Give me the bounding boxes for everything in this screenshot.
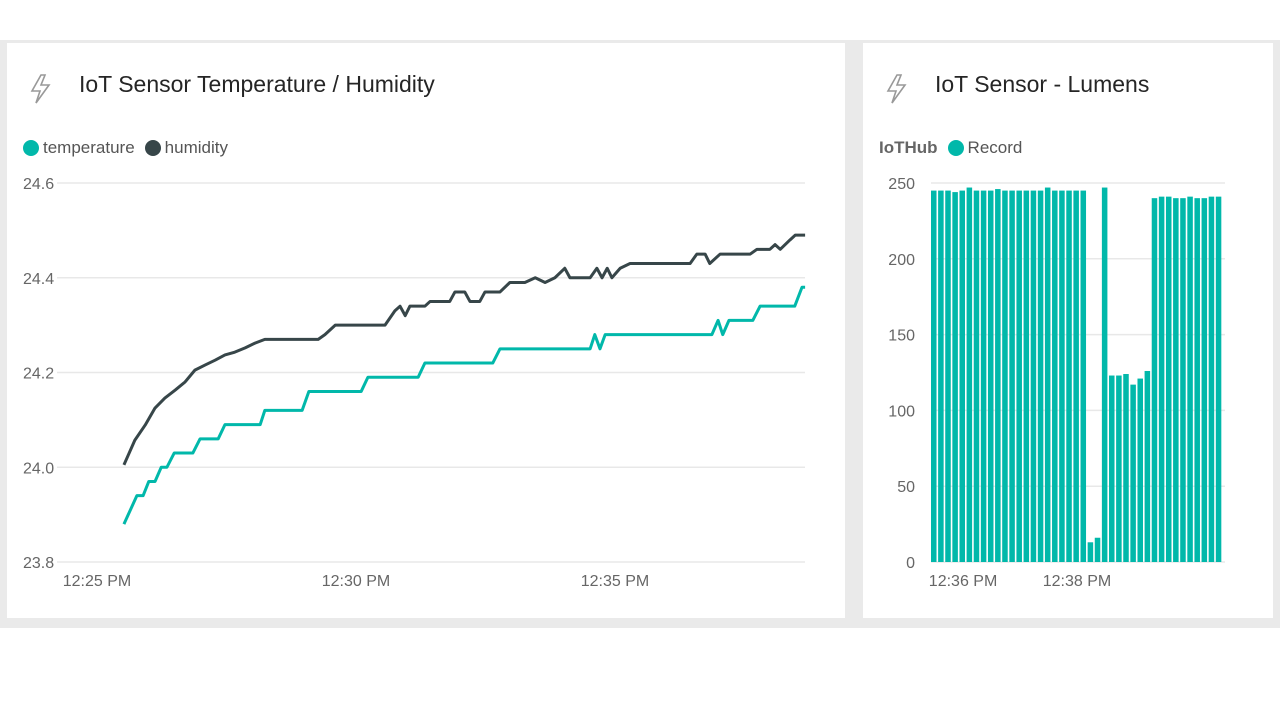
legend-swatch-humidity: [144, 140, 161, 156]
bar: [1044, 187, 1051, 562]
y-tick-label: 100: [888, 403, 915, 420]
bar: [1130, 384, 1136, 562]
bar: [1009, 190, 1015, 562]
y-tick-label: 200: [888, 252, 915, 269]
bar: [1165, 196, 1172, 563]
x-tick-label: 12:38 PM: [1043, 573, 1111, 590]
bar: [1173, 198, 1179, 562]
x-tick-label: 12:36 PM: [929, 573, 997, 590]
x-tick-label: 12:25 PM: [63, 573, 131, 590]
bar: [1201, 198, 1208, 562]
x-tick-label: 12:35 PM: [581, 573, 649, 590]
bar: [959, 190, 965, 562]
lightning-icon: [30, 74, 51, 104]
legend-swatch-temperature: [23, 140, 39, 156]
bar: [973, 190, 980, 562]
tile-temperature-humidity[interactable]: IoT Sensor Temperature / Humidity temper…: [7, 43, 845, 618]
line-chart: 24.6 24.4 24.2 24.0 23.8 12:25 PM 12:30 PM 12:3…: [23, 176, 806, 590]
legend-swatch-record: [947, 140, 964, 156]
bar: [1073, 190, 1079, 562]
bar: [938, 190, 944, 562]
x-tick-label: 12:30 PM: [322, 573, 390, 590]
bar: [1116, 375, 1122, 562]
tile-lumens[interactable]: IoT Sensor - Lumens IoTHub Record 250 200…: [863, 43, 1273, 618]
legend-label-temperature: temperature: [43, 138, 135, 157]
bar: [995, 189, 1001, 562]
series-line-temperature: [122, 285, 806, 525]
bar: [1144, 370, 1151, 562]
y-tick-label: 250: [888, 176, 915, 193]
bar: [1187, 196, 1193, 563]
bar: [1094, 537, 1101, 562]
y-tick-label: 23.8: [23, 555, 54, 572]
bar: [1151, 198, 1158, 562]
bar: [1109, 375, 1115, 562]
bar-chart: 250 200 150 100 50 0 12:36 PM 12:38 PM: [888, 176, 1225, 590]
bar: [1180, 198, 1186, 562]
bar: [1080, 190, 1087, 562]
bar: [952, 192, 958, 562]
tile-title: IoT Sensor Temperature / Humidity: [79, 71, 435, 97]
chart-legend: temperature humidity: [23, 138, 228, 158]
bar: [1052, 190, 1058, 562]
y-tick-label: 24.2: [23, 366, 54, 383]
y-tick-label: 150: [888, 328, 915, 345]
bar: [1023, 190, 1030, 562]
bar: [1016, 190, 1022, 562]
bar: [1002, 190, 1008, 562]
tile-title: IoT Sensor - Lumens: [935, 71, 1150, 97]
bar: [931, 190, 937, 562]
lightning-icon: [886, 74, 907, 104]
chart-legend: IoTHub Record: [879, 138, 1022, 158]
legend-label-humidity: humidity: [164, 138, 228, 157]
series-line-humidity: [122, 233, 806, 466]
bar: [1037, 190, 1044, 562]
y-tick-label: 24.4: [23, 271, 54, 288]
bar: [945, 190, 951, 562]
y-tick-label: 50: [897, 479, 915, 496]
bar: [1215, 196, 1222, 563]
bar: [980, 190, 987, 562]
bar: [1208, 196, 1215, 563]
legend-label-record: Record: [967, 138, 1023, 157]
bar: [1087, 542, 1094, 562]
y-tick-label: 0: [906, 555, 915, 572]
bar: [1158, 196, 1165, 563]
bar: [1101, 187, 1108, 562]
bar: [1030, 190, 1037, 562]
y-tick-label: 24.6: [23, 176, 54, 193]
bar: [1066, 190, 1072, 562]
bar: [1194, 198, 1200, 562]
bar: [966, 187, 973, 562]
bar: [987, 190, 994, 562]
bar: [1137, 378, 1143, 562]
y-tick-label: 24.0: [23, 460, 54, 477]
legend-title: IoTHub: [879, 138, 938, 157]
bar: [1059, 190, 1065, 562]
bar: [1123, 374, 1129, 562]
